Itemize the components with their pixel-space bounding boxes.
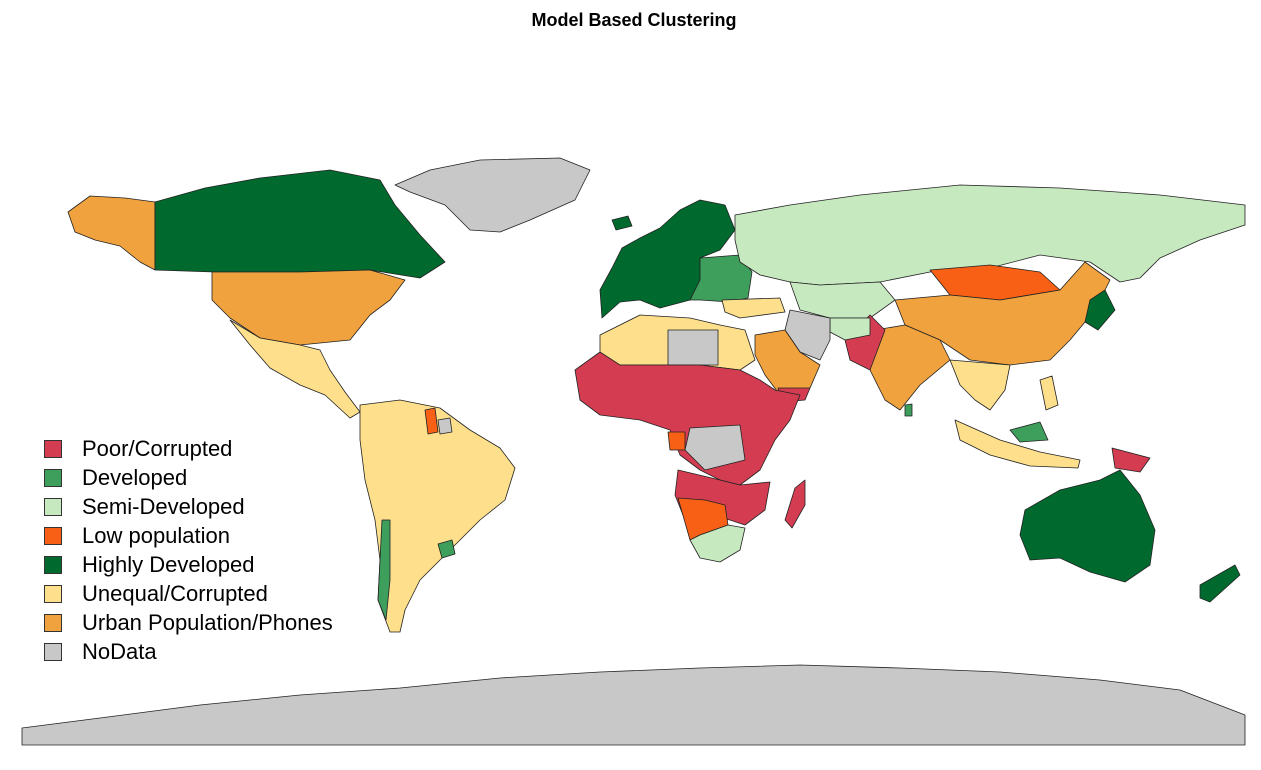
region-western-europe xyxy=(599,199,736,319)
region-usa xyxy=(211,269,406,346)
region-congo xyxy=(684,424,746,471)
region-southeast-asia xyxy=(949,359,1011,411)
legend-label: NoData xyxy=(82,638,157,664)
region-greenland xyxy=(394,157,591,233)
region-libya xyxy=(667,329,719,366)
legend-label: Developed xyxy=(82,464,188,490)
legend-item-unequal-corrupted: Unequal/Corrupted xyxy=(44,579,333,608)
legend-item-urban-population: Urban Population/Phones xyxy=(44,608,333,637)
region-png xyxy=(1111,447,1151,473)
region-south-america xyxy=(359,399,516,633)
legend-swatch xyxy=(44,642,62,661)
region-french-guiana xyxy=(437,417,453,435)
region-philippines xyxy=(1039,375,1059,411)
legend-item-semi-developed: Semi-Developed xyxy=(44,492,333,521)
region-gabon xyxy=(667,431,686,451)
region-new-zealand xyxy=(1199,564,1241,603)
legend-label: Highly Developed xyxy=(82,551,255,577)
legend-swatch xyxy=(44,555,62,574)
legend-label: Unequal/Corrupted xyxy=(82,580,268,606)
region-india xyxy=(869,324,951,411)
legend-swatch xyxy=(44,526,62,545)
region-japan xyxy=(1084,289,1116,331)
region-central-asia xyxy=(789,281,896,319)
legend-item-developed: Developed xyxy=(44,463,333,492)
region-russia xyxy=(734,184,1246,286)
region-iceland xyxy=(611,215,633,231)
region-antarctica xyxy=(21,664,1246,746)
legend-swatch xyxy=(44,584,62,603)
legend-item-low-population: Low population xyxy=(44,521,333,550)
legend-label: Semi-Developed xyxy=(82,493,245,519)
region-turkey xyxy=(721,297,786,319)
region-chile xyxy=(377,519,391,621)
legend-item-nodata: NoData xyxy=(44,637,333,666)
region-indonesia xyxy=(954,419,1081,469)
map-title: Model Based Clustering xyxy=(531,10,737,30)
region-suriname xyxy=(424,407,439,435)
region-madagascar xyxy=(784,479,806,529)
region-sri-lanka xyxy=(904,403,913,417)
region-alaska xyxy=(67,195,156,271)
legend-label: Low population xyxy=(82,522,231,548)
legend-swatch xyxy=(44,468,62,487)
legend-item-highly-developed: Highly Developed xyxy=(44,550,333,579)
region-china xyxy=(894,261,1111,366)
legend-swatch xyxy=(44,613,62,632)
region-uruguay xyxy=(437,539,456,559)
legend-swatch xyxy=(44,439,62,458)
region-malaysia xyxy=(1009,421,1049,443)
legend: Poor/Corrupted Developed Semi-Developed … xyxy=(44,434,333,666)
legend-label: Poor/Corrupted xyxy=(82,435,233,461)
legend-swatch xyxy=(44,497,62,516)
region-south-africa xyxy=(689,524,746,563)
legend-item-poor-corrupted: Poor/Corrupted xyxy=(44,434,333,463)
legend-label: Urban Population/Phones xyxy=(82,609,333,635)
region-australia xyxy=(1019,469,1156,583)
